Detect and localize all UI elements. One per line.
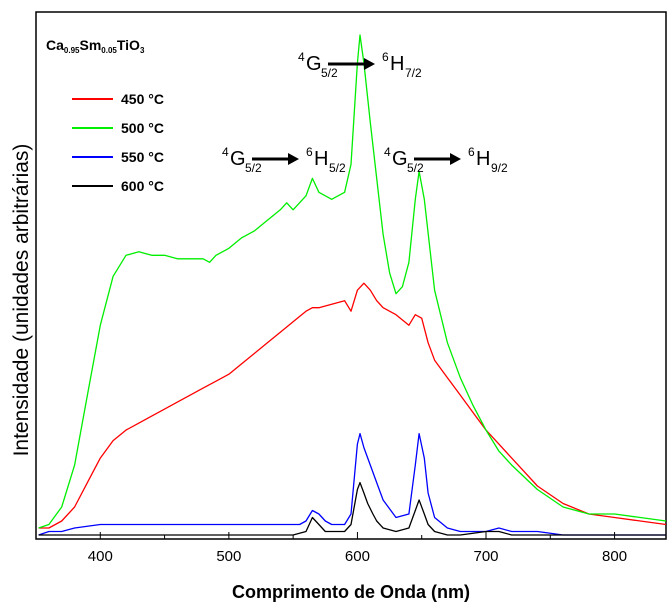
transition-subscript: 5/2: [329, 161, 346, 175]
composition-part: TiO: [117, 37, 140, 53]
x-tick-label: 600: [345, 548, 370, 565]
transition-subscript: 5/2: [245, 161, 262, 175]
series-layer: [38, 34, 667, 536]
legend-label: 450 °C: [121, 91, 164, 107]
transition-term: H: [314, 148, 328, 170]
transition-subscript: 7/2: [405, 66, 422, 80]
transition-subscript: 9/2: [491, 161, 508, 175]
x-axis: 400 500 600 700 800: [35, 532, 627, 565]
annotations: 4 G 5/26 H 5/24 G 5/26 H 7/24 G 5/26 H 9/2: [222, 50, 508, 175]
y-axis-title: Intensidade (unidades arbitrárias): [10, 144, 33, 457]
transition-arrow-head: [288, 153, 299, 165]
x-tick-label: 800: [602, 548, 627, 565]
transition-label: 4 G 5/2 6 H 7/2: [298, 50, 422, 80]
transition-superscript: 4: [298, 50, 305, 64]
transition-superscript: 6: [468, 145, 475, 159]
transition-label: 4 G 5/26 H 5/2: [222, 145, 346, 175]
series-line-500: [38, 34, 667, 529]
svg-text:Ca0.95Sm0.05TiO3: Ca0.95Sm0.05TiO3: [46, 37, 145, 55]
composition-sub: 3: [140, 46, 145, 55]
composition-sub: 0.95: [64, 46, 80, 55]
transition-superscript: 6: [382, 50, 389, 64]
composition-part: Sm: [79, 37, 101, 53]
series-line-450: [38, 282, 667, 529]
x-tick-label: 400: [88, 548, 113, 565]
transition-superscript: 6: [306, 145, 313, 159]
legend-label: 500 °C: [121, 120, 164, 136]
composition-label: Ca0.95Sm0.05TiO3: [46, 37, 145, 55]
transition-subscript: 5/2: [407, 161, 424, 175]
transition-label: 4 G 5/2 6 H 9/2: [384, 145, 508, 175]
transition-arrow-head: [450, 153, 461, 165]
transition-superscript: 4: [384, 145, 391, 159]
legend-label: 600 °C: [121, 178, 164, 194]
x-tick-label: 700: [473, 548, 498, 565]
composition-sub: 0.05: [101, 46, 117, 55]
transition-term: H: [476, 148, 490, 170]
transition-arrow-head: [364, 58, 375, 70]
legend: 450 °C 500 °C 550 °C 600 °C: [72, 91, 164, 194]
transition-term: G: [392, 148, 408, 170]
transition-term: G: [230, 148, 246, 170]
x-axis-title: Comprimento de Onda (nm): [232, 582, 470, 602]
transition-term: H: [390, 53, 404, 75]
series-line-600: [38, 481, 666, 536]
plot-frame: [35, 11, 667, 540]
transition-superscript: 4: [222, 145, 229, 159]
transition-subscript: 5/2: [321, 66, 338, 80]
series-line-550: [38, 432, 666, 536]
composition-part: Ca: [46, 37, 64, 53]
legend-label: 550 °C: [121, 149, 164, 165]
transition-term: G: [306, 53, 322, 75]
x-tick-label: 500: [216, 548, 241, 565]
